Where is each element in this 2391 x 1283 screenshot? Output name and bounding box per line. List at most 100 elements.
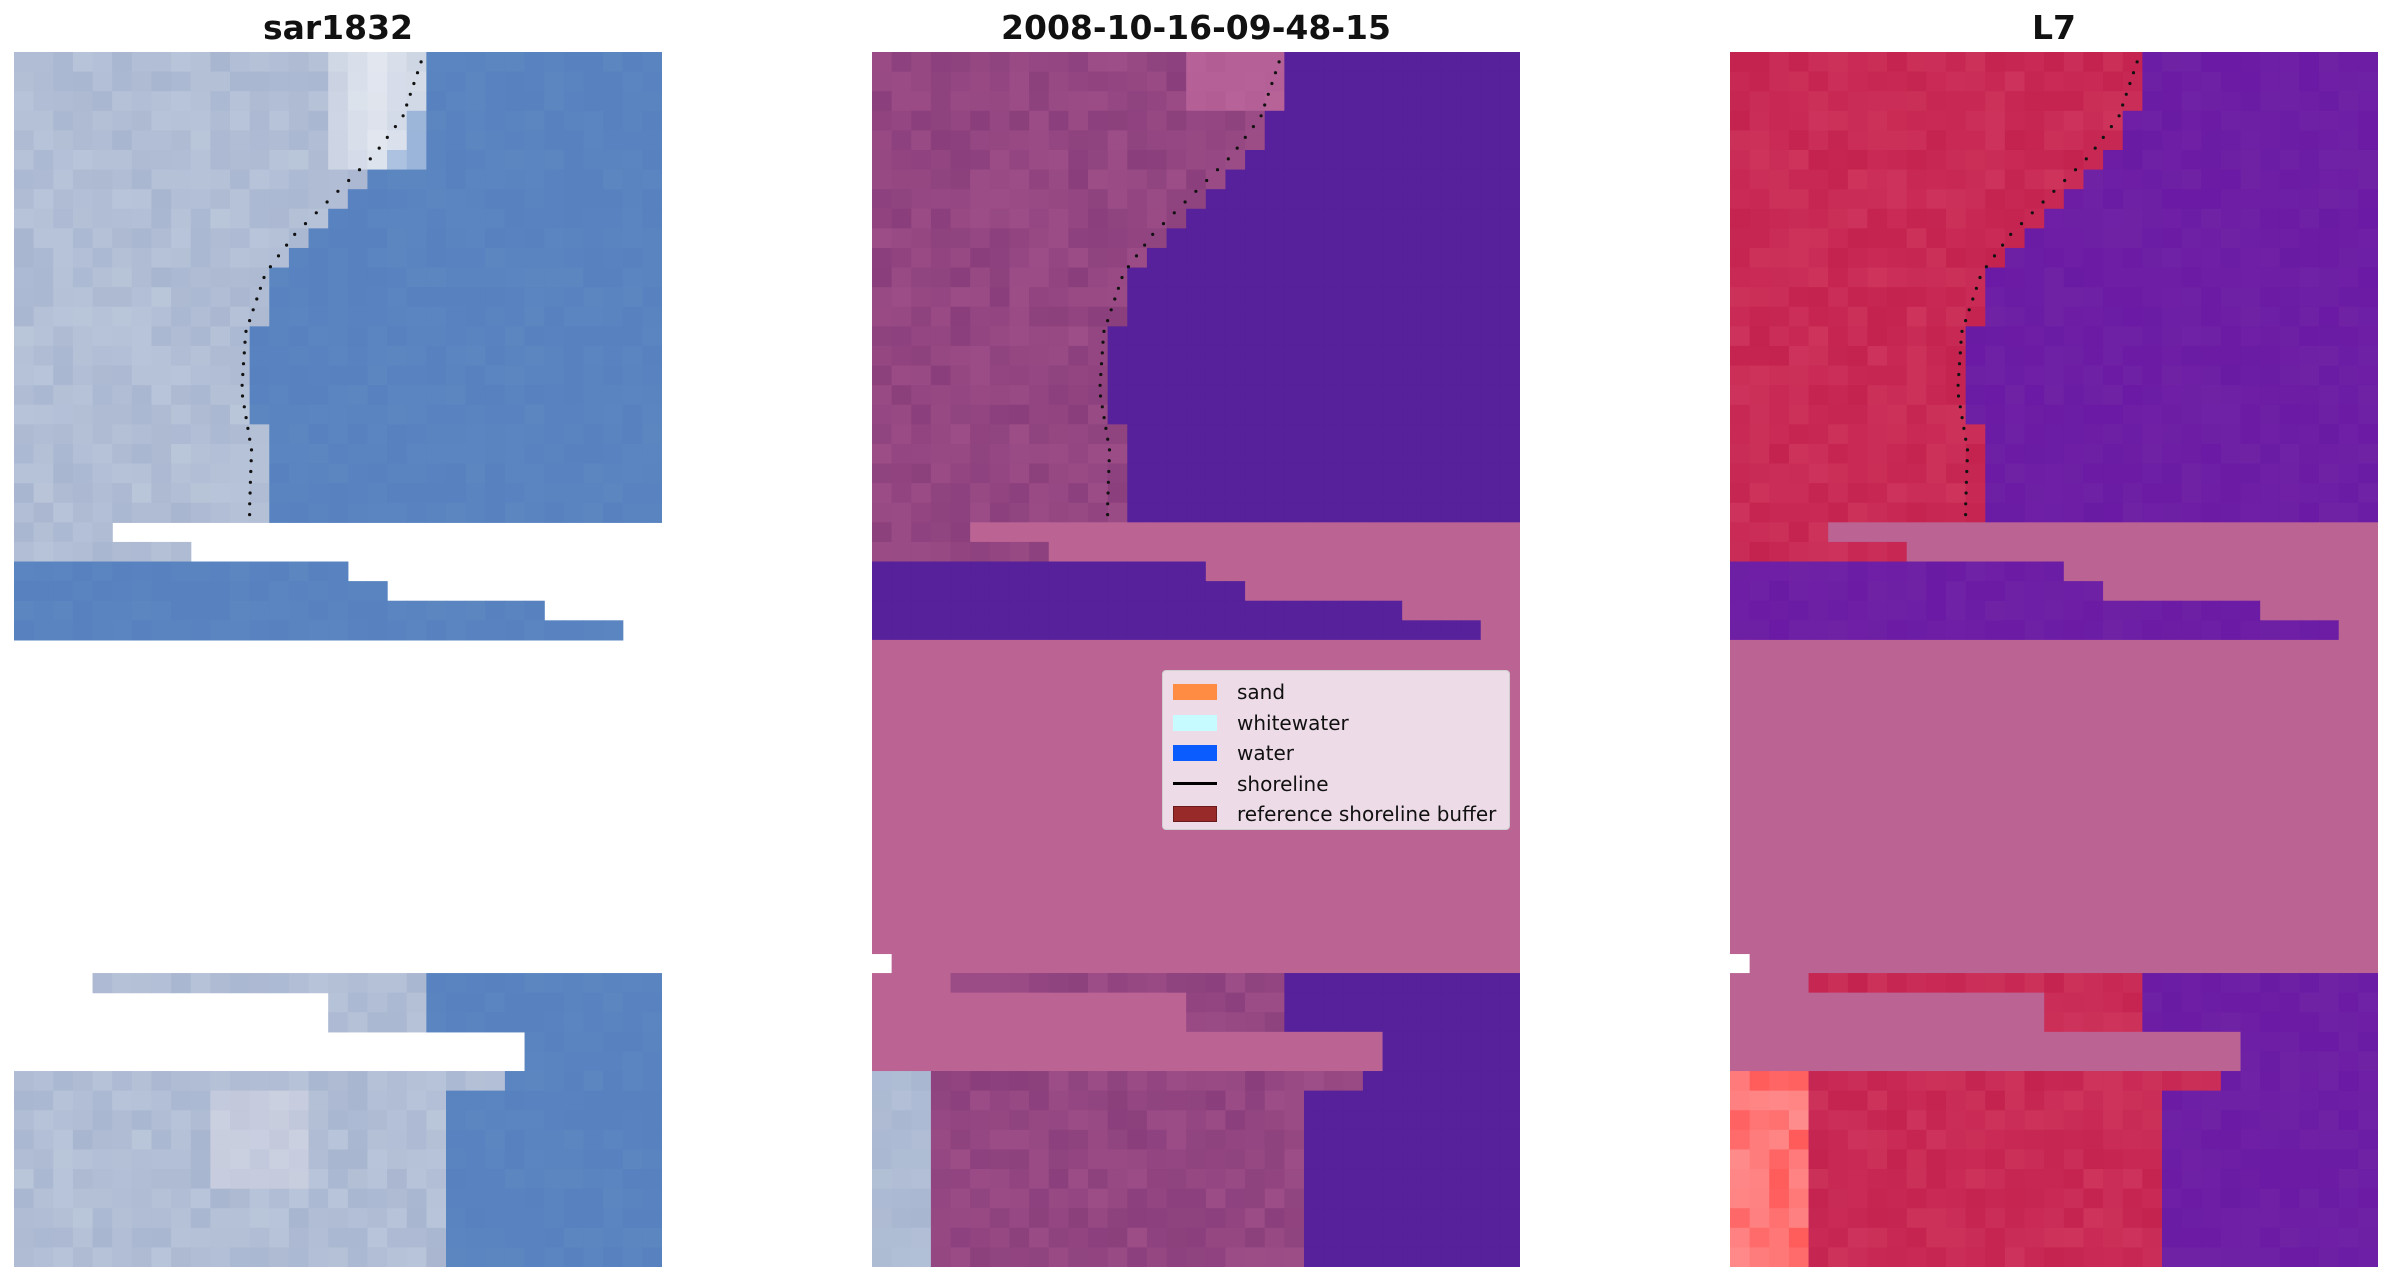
legend-item-reference-buffer: reference shoreline buffer [1163, 799, 1509, 830]
shoreline-point [1102, 329, 1106, 333]
shoreline-point [368, 157, 372, 161]
shoreline-point [242, 351, 246, 355]
shoreline-point [1106, 502, 1110, 506]
shoreline-point [1215, 168, 1220, 172]
shoreline-point [2084, 157, 2088, 161]
shoreline-point [1106, 491, 1110, 495]
shoreline-point [1243, 135, 1247, 139]
shoreline-point [248, 437, 252, 441]
shoreline-point [1992, 254, 1997, 258]
shoreline-point [1102, 416, 1106, 420]
shoreline-point [249, 469, 253, 474]
shoreline-point [1109, 308, 1113, 312]
shoreline-point [2041, 200, 2045, 204]
shoreline-point [1956, 394, 1961, 398]
shoreline-point [241, 372, 245, 377]
l7-image-panel [1730, 52, 2378, 1267]
shoreline-point [401, 114, 405, 118]
shoreline-point [1957, 362, 1962, 366]
shoreline-point [1965, 469, 1969, 474]
shoreline-point [1251, 125, 1255, 129]
shoreline-point [1143, 243, 1147, 247]
shoreline-point [285, 243, 289, 247]
shoreline-point [276, 254, 281, 258]
shoreline-point [2121, 103, 2125, 107]
legend-label: whitewater [1237, 710, 1349, 735]
shoreline-point [1107, 448, 1112, 452]
shoreline-point [243, 340, 247, 344]
shoreline-point [2131, 71, 2136, 75]
shoreline-point [377, 146, 381, 150]
shoreline-point [1270, 81, 1274, 86]
shoreline-point [1965, 448, 1970, 452]
shoreline-point [1960, 416, 1964, 420]
shoreline-point [1116, 286, 1120, 290]
shoreline-point [1172, 211, 1176, 215]
shoreline-point [1960, 329, 1964, 333]
shoreline-point [1235, 146, 1239, 150]
shoreline-point [1956, 383, 1960, 387]
shoreline-point [1106, 480, 1110, 484]
legend-item-water: water [1163, 738, 1509, 769]
shoreline-point [1971, 297, 1975, 301]
shoreline-point [1126, 265, 1130, 269]
shoreline-point [1099, 372, 1103, 377]
shoreline-point [248, 319, 252, 323]
shoreline-point [415, 71, 420, 75]
shoreline-point [248, 513, 252, 517]
shoreline-point [336, 189, 340, 193]
shoreline-point [412, 81, 416, 86]
shoreline-point [1151, 232, 1155, 236]
map-legend: sand whitewater water shoreline referenc… [1162, 670, 1510, 830]
shoreline-point [1098, 394, 1103, 398]
shoreline-point [1098, 383, 1102, 387]
shoreline-point [2073, 168, 2078, 172]
shoreline-point [1161, 222, 1166, 226]
legend-label: sand [1237, 680, 1286, 705]
shoreline-point [1967, 308, 1971, 312]
shoreline-point [1101, 340, 1105, 344]
shoreline-point [1277, 60, 1281, 64]
shoreline-point [244, 329, 248, 333]
shoreline-point [2128, 81, 2132, 86]
shoreline-point [262, 275, 266, 280]
shoreline-point [258, 286, 262, 290]
legend-label: reference shoreline buffer [1237, 802, 1497, 827]
shoreline-point [1120, 275, 1124, 280]
legend-swatch-reference-buffer [1173, 806, 1217, 823]
shoreline-point [255, 297, 259, 301]
rgb-image-panel [14, 52, 662, 1267]
shoreline-point [2009, 232, 2013, 236]
classified-image-panel [872, 52, 1520, 1267]
legend-item-shoreline: shoreline [1163, 769, 1509, 800]
shoreline-point [248, 502, 252, 506]
shoreline-point [1984, 265, 1988, 269]
legend-swatch-shoreline [1173, 782, 1217, 786]
panel-title-l7: L7 [2032, 8, 2076, 47]
shoreline-point [1964, 319, 1968, 323]
shoreline-point [1100, 405, 1104, 409]
panel-title-rgb: sar1832 [262, 8, 414, 47]
shoreline-point [2124, 92, 2128, 96]
shoreline-point [1259, 114, 1263, 118]
shoreline-point [249, 459, 253, 463]
shoreline-point [357, 168, 362, 172]
shoreline-point [1194, 189, 1198, 193]
shoreline-point [1959, 340, 1963, 344]
shoreline-point [1113, 297, 1117, 301]
shoreline-point [1957, 372, 1961, 377]
shoreline-point [408, 92, 412, 96]
shoreline-point [1107, 469, 1111, 474]
shoreline-point [2052, 189, 2056, 193]
shoreline-point [1958, 351, 1962, 355]
shoreline-point [1099, 362, 1104, 366]
legend-swatch-water [1173, 745, 1217, 762]
shoreline-point [1183, 200, 1187, 204]
shoreline-point [2019, 222, 2024, 226]
shoreline-point [1100, 351, 1104, 355]
shoreline-point [1964, 502, 1968, 506]
shoreline-point [1104, 426, 1108, 430]
shoreline-point [244, 416, 248, 420]
shoreline-point [246, 426, 250, 430]
shoreline-point [2117, 114, 2121, 118]
